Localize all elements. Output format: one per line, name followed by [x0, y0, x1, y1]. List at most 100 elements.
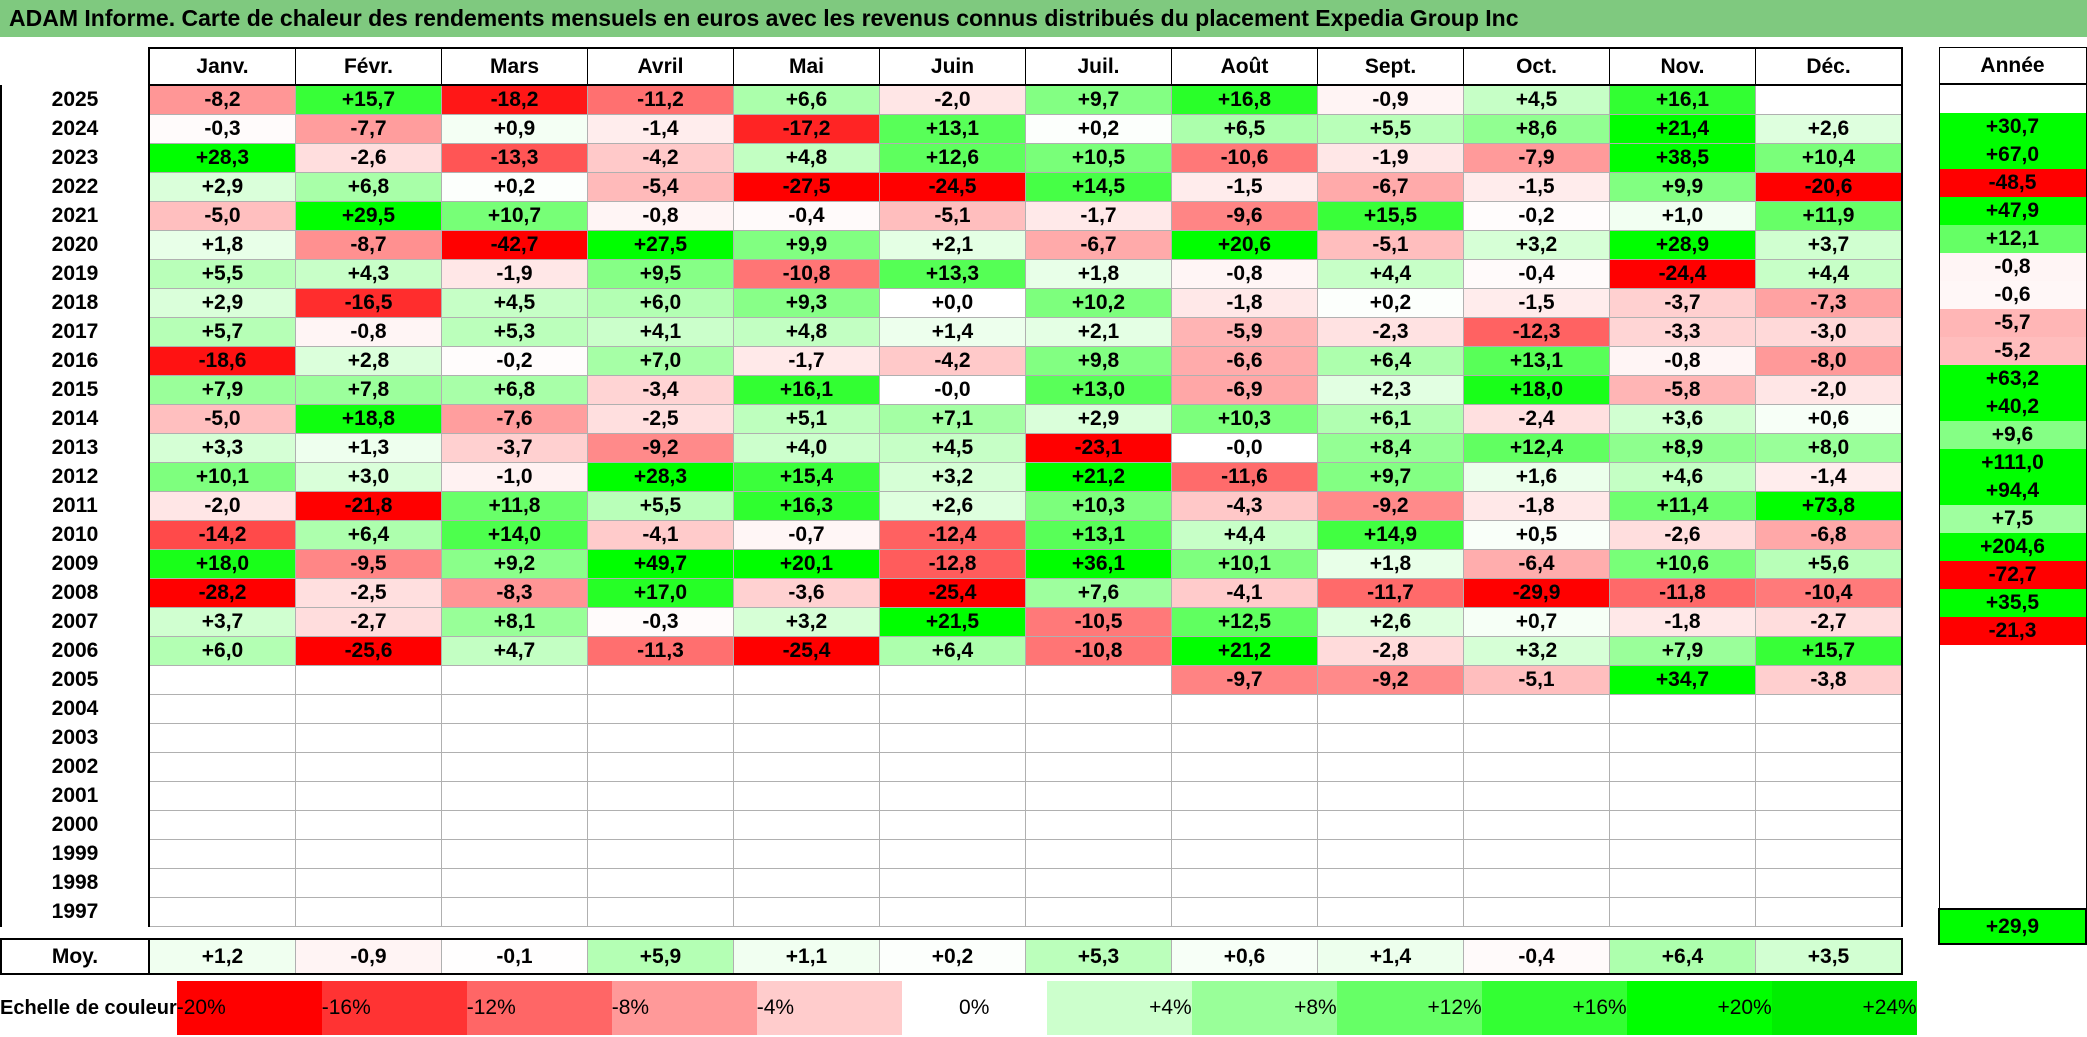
- heatmap-cell: +11,9: [1755, 201, 1903, 231]
- heatmap-cell: +3,7: [148, 607, 296, 637]
- heatmap-cell: -0,2: [441, 346, 588, 376]
- year-label: 2004: [0, 694, 149, 724]
- heatmap-cell: [441, 752, 588, 782]
- heatmap-cell: [1025, 868, 1172, 898]
- heatmap-cell: [587, 839, 734, 869]
- heatmap-cell: +36,1: [1025, 549, 1172, 579]
- heatmap-cell: [733, 781, 880, 811]
- average-row: Moy. +1,2 -0,9 -0,1 +5,9 +1,1 +0,2 +5,3 +0,6 +1,4…: [0, 938, 1903, 975]
- year-label: 2020: [0, 230, 149, 260]
- heatmap-cell: -1,7: [733, 346, 880, 376]
- year-row: 2019 +5,5 +4,3 -1,9 +9,5 -10,8 +13,3 +1,8 -0,8 +4…: [0, 259, 1903, 289]
- annual-cell: +111,0: [1938, 449, 2087, 477]
- heatmap-cell: +16,1: [1609, 84, 1756, 115]
- color-scale-step: -20%: [176, 981, 322, 1035]
- heatmap-cell: [1463, 897, 1610, 927]
- annual-cell: +12,1: [1938, 225, 2087, 253]
- heatmap-cell: -1,9: [441, 259, 588, 289]
- heatmap-cell: -1,0: [441, 462, 588, 492]
- month-header: Avril: [587, 47, 734, 86]
- annual-cell: +94,4: [1938, 477, 2087, 505]
- heatmap-cell: +3,3: [148, 433, 296, 463]
- average-cell: -0,1: [441, 938, 588, 975]
- heatmap-cell: -2,0: [879, 84, 1026, 115]
- heatmap-cell: [1755, 694, 1903, 724]
- heatmap-cell: -27,5: [733, 172, 880, 202]
- heatmap-cell: +29,5: [295, 201, 442, 231]
- heatmap-cell: +7,9: [1609, 636, 1756, 666]
- heatmap-cell: +3,7: [1755, 230, 1903, 260]
- heatmap-cell: [1609, 839, 1756, 869]
- heatmap-cell: [879, 723, 1026, 753]
- heatmap-cell: +2,9: [148, 288, 296, 318]
- heatmap-cell: +8,9: [1609, 433, 1756, 463]
- heatmap-cell: -20,6: [1755, 172, 1903, 202]
- heatmap-cell: -6,8: [1755, 520, 1903, 550]
- year-label: 2000: [0, 810, 149, 840]
- heatmap-cell: -1,8: [1463, 491, 1610, 521]
- annual-header: Année: [1938, 47, 2087, 85]
- year-label: 2015: [0, 375, 149, 405]
- heatmap-cell: +3,2: [879, 462, 1026, 492]
- heatmap-cell: [1025, 752, 1172, 782]
- heatmap-cell: +13,3: [879, 259, 1026, 289]
- heatmap-cell: -6,7: [1025, 230, 1172, 260]
- year-row: 2016 -18,6 +2,8 -0,2 +7,0 -1,7 -4,2 +9,8 -6,6 +6,…: [0, 346, 1903, 376]
- year-label: 2003: [0, 723, 149, 753]
- heatmap-cell: [148, 665, 296, 695]
- heatmap-cell: -0,3: [587, 607, 734, 637]
- heatmap-cell: +10,1: [1171, 549, 1318, 579]
- year-label: 2007: [0, 607, 149, 637]
- heatmap-cell: +1,8: [1317, 549, 1464, 579]
- heatmap-cell: [441, 694, 588, 724]
- heatmap-cell: [1025, 694, 1172, 724]
- heatmap-cell: +7,0: [587, 346, 734, 376]
- heatmap-cell: [879, 781, 1026, 811]
- heatmap-cell: +27,5: [587, 230, 734, 260]
- month-header: Janv.: [148, 47, 296, 86]
- heatmap-cell: +9,2: [441, 549, 588, 579]
- heatmap-cell: -4,2: [879, 346, 1026, 376]
- year-row: 2023 +28,3 -2,6 -13,3 -4,2 +4,8 +12,6 +10,5 -10,…: [0, 143, 1903, 173]
- year-row: 2018 +2,9 -16,5 +4,5 +6,0 +9,3 +0,0 +10,2 -1,8 +0…: [0, 288, 1903, 318]
- heatmap-cell: -2,0: [148, 491, 296, 521]
- heatmap-cell: -0,8: [1609, 346, 1756, 376]
- heatmap-cell: -1,7: [1025, 201, 1172, 231]
- color-scale-step: -8%: [611, 981, 757, 1035]
- annual-cell: [1938, 84, 2087, 113]
- year-label: 2014: [0, 404, 149, 434]
- heatmap-cell: -5,4: [587, 172, 734, 202]
- average-annual-cell: +29,9: [1938, 908, 2087, 945]
- heatmap-cell: -42,7: [441, 230, 588, 260]
- year-label: 2010: [0, 520, 149, 550]
- heatmap-cell: +12,4: [1463, 433, 1610, 463]
- month-header: Juil.: [1025, 47, 1172, 86]
- month-header: Févr.: [295, 47, 442, 86]
- heatmap-cell: +5,5: [1317, 114, 1464, 144]
- heatmap-cell: +2,9: [148, 172, 296, 202]
- heatmap-cell: +1,0: [1609, 201, 1756, 231]
- heatmap-cell: +12,6: [879, 143, 1026, 173]
- annual-cell: -5,7: [1938, 309, 2087, 337]
- year-row: 2017 +5,7 -0,8 +5,3 +4,1 +4,8 +1,4 +2,1 -5,9 -2,3…: [0, 317, 1903, 347]
- heatmap-cell: -0,7: [733, 520, 880, 550]
- heatmap-cell: -1,4: [1755, 462, 1903, 492]
- heatmap-cell: +10,5: [1025, 143, 1172, 173]
- heatmap-cell: [1755, 810, 1903, 840]
- heatmap-cell: -24,5: [879, 172, 1026, 202]
- heatmap-cell: -2,5: [587, 404, 734, 434]
- heatmap-cell: +0,9: [441, 114, 588, 144]
- average-cell: +6,4: [1609, 938, 1756, 975]
- color-scale-label: Echelle de couleur: [0, 997, 177, 1019]
- heatmap-cell: [733, 810, 880, 840]
- year-row: 2000: [0, 810, 1903, 840]
- year-row: 2025 -8,2 +15,7 -18,2 -11,2 +6,6 -2,0 +9,7 +16,8…: [0, 84, 1903, 115]
- heatmap-cell: -1,4: [587, 114, 734, 144]
- heatmap-cell: -8,0: [1755, 346, 1903, 376]
- heatmap-cell: +13,0: [1025, 375, 1172, 405]
- heatmap-cell: -1,5: [1171, 172, 1318, 202]
- heatmap-cell: [441, 868, 588, 898]
- month-header: Oct.: [1463, 47, 1610, 86]
- heatmap-cell: +6,1: [1317, 404, 1464, 434]
- heatmap-table: Janv. Févr. Mars Avril Mai Juin Juil. Août Sept.…: [0, 47, 1903, 975]
